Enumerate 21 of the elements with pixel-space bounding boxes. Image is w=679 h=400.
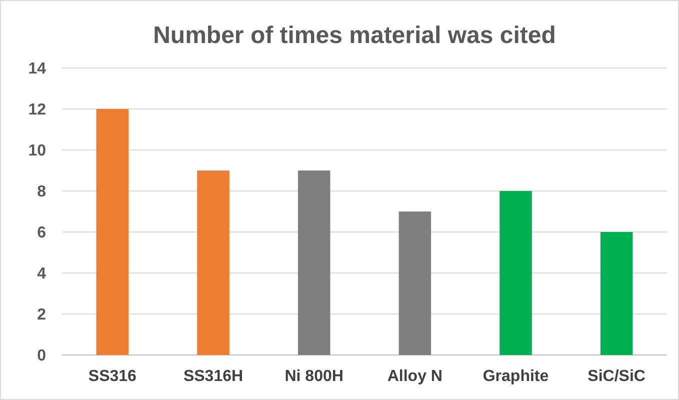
y-tick-label: 0 [37,348,46,365]
x-tick-label: SS316 [88,368,137,385]
x-tick-label: Graphite [482,368,549,385]
bar [600,232,633,355]
bar [500,191,532,355]
y-tick-label: 14 [28,60,46,78]
x-tick-label: SiC/SiC [588,368,646,385]
bar [96,109,129,355]
x-tick-label: Ni 800H [284,368,344,385]
bar [298,170,330,355]
y-tick-label: 2 [37,306,46,324]
y-tick-label: 10 [28,142,46,160]
bar [398,212,432,355]
chart-title: Number of times material was cited [153,22,556,49]
y-tick-label: 4 [37,266,46,283]
y-tick-label: 6 [37,224,46,242]
y-tick-label: 12 [28,102,46,119]
x-tick-label: SS316H [183,368,244,385]
x-tick-label: Alloy N [387,368,442,385]
y-tick-label: 8 [37,184,46,201]
bar [197,170,230,355]
